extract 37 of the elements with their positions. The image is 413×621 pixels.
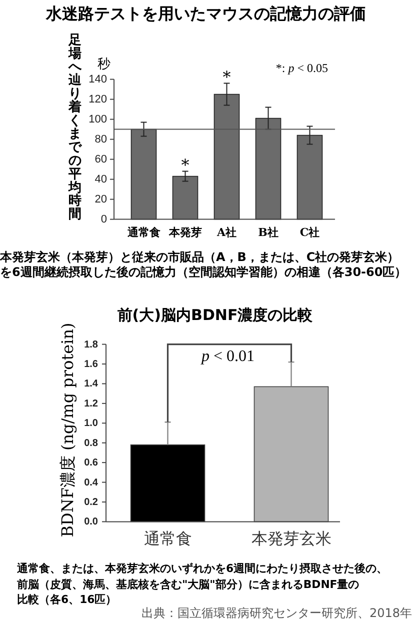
y-tick-label: 0.4 — [84, 476, 98, 488]
y-tick-label: 0.0 — [84, 516, 98, 528]
x-tick-label: 通常食 — [144, 528, 192, 548]
y-tick-label: 100 — [88, 113, 107, 126]
y-tick-label: 1.2 — [84, 398, 98, 409]
x-tick-label: C社 — [300, 226, 320, 238]
y-tick-label: 120 — [88, 93, 107, 106]
annotation: * — [222, 67, 231, 86]
annotation: * — [181, 155, 190, 174]
chart-title: 前(大)脳内BDNF濃度の比較 — [116, 306, 314, 324]
y-tick-label: 20 — [94, 193, 107, 206]
text: 通常食、または、本発芽玄米のいずれかを6週間にわたり摂取させた後の、前脳（皮質、海馬、基底核を含む"大脳"部分）に含まれるBDNF量の比較（各6、16匹） — [17, 561, 388, 607]
y-tick-label: 1.4 — [84, 378, 98, 390]
x-tick-label: 本発芽玄米 — [251, 528, 332, 548]
annotation: p < 0.01 — [200, 348, 255, 364]
y-tick-label: 80 — [94, 133, 107, 146]
y-tick-label: 1.0 — [84, 418, 98, 429]
y-tick-label: 0 — [100, 213, 107, 226]
y-tick-label: 60 — [94, 153, 107, 166]
y-tick-label: 40 — [94, 173, 107, 186]
text: 足場へ辿り着くまでの平均時間 — [68, 32, 82, 222]
text: 秒 — [98, 56, 110, 72]
x-tick-label: A社 — [216, 226, 237, 238]
chart-title: 水迷路テストを用いたマウスの記憶力の評価 — [45, 4, 366, 22]
source-note: 出典：国立循環器病研究センター研究所、2018年 — [141, 606, 412, 621]
y-tick-label: 140 — [88, 73, 107, 86]
x-tick-label: B社 — [258, 226, 278, 238]
y-axis-title: BDNF濃度 (ng/mg protein) — [58, 322, 76, 538]
y-tick-label: 0.8 — [84, 437, 98, 448]
y-tick-label: 1.6 — [84, 358, 98, 370]
x-tick-label: 通常食 — [126, 226, 160, 238]
y-tick-label: 0.2 — [84, 496, 98, 508]
text: 本発芽玄米（本発芽）と従来の市販品（A，B，または、C社の発芽玄米）を6週間継続摂取した後の記憶力（空間認知学習能）の相違（各30-60匹） — [0, 250, 407, 280]
x-tick-label: 本発芽 — [168, 226, 202, 238]
y-tick-label: 0.6 — [84, 457, 98, 468]
text: *: p < 0.05 — [276, 61, 328, 75]
y-tick-label: 1.8 — [84, 338, 98, 350]
